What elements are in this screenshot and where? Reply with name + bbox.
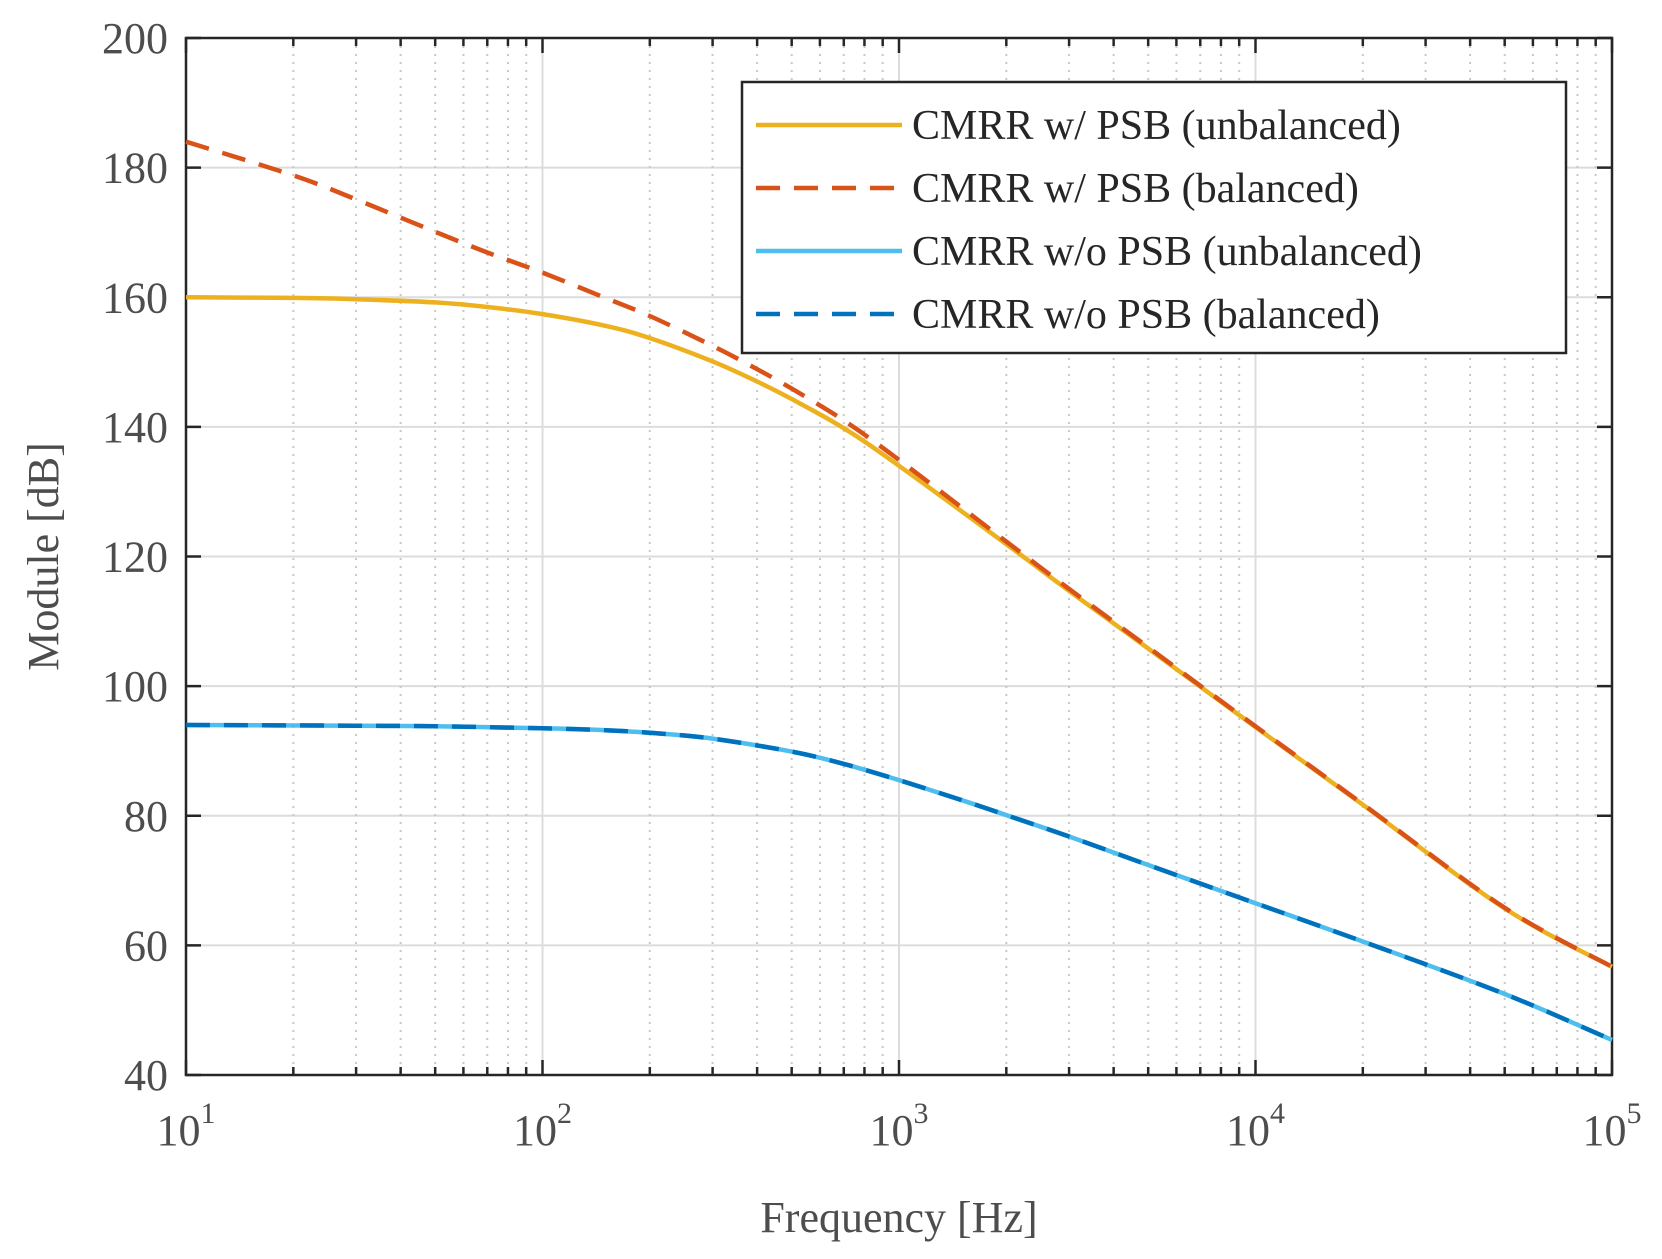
x-tick-base: 10 [157, 1106, 201, 1155]
x-tick-exponent: 5 [1627, 1097, 1642, 1130]
legend-label: CMRR w/o PSB (unbalanced) [912, 229, 1422, 275]
x-tick-label: 101 [157, 1097, 216, 1155]
series-line-2 [185, 139, 1614, 969]
x-tick-label: 103 [870, 1097, 929, 1155]
y-tick-label: 160 [102, 273, 168, 322]
x-tick-label: 104 [1226, 1097, 1285, 1155]
legend-item: CMRR w/o PSB (balanced) [756, 292, 1380, 338]
y-tick-label: 200 [102, 14, 168, 63]
legend-item: CMRR w/ PSB (unbalanced) [756, 103, 1401, 149]
legend: CMRR w/ PSB (unbalanced) CMRR w/ PSB (bal… [740, 80, 1568, 355]
x-axis-label: Frequency [Hz] [760, 1193, 1037, 1242]
axis-ticks [184, 36, 1614, 1077]
x-tick-base: 10 [1583, 1106, 1627, 1155]
y-tick-label: 100 [102, 662, 168, 711]
series-lines [185, 139, 1614, 1043]
y-tick-label: 180 [102, 144, 168, 193]
x-tick-label: 105 [1583, 1097, 1642, 1155]
x-tick-exponent: 1 [201, 1097, 216, 1130]
legend-item: CMRR w/o PSB (unbalanced) [756, 229, 1422, 275]
x-tick-base: 10 [513, 1106, 557, 1155]
x-tick-base: 10 [1226, 1106, 1270, 1155]
legend-label: CMRR w/ PSB (balanced) [912, 166, 1359, 212]
legend-items: CMRR w/ PSB (unbalanced) CMRR w/ PSB (bal… [756, 103, 1422, 338]
legend-label: CMRR w/ PSB (unbalanced) [912, 103, 1401, 149]
x-tick-exponent: 4 [1270, 1097, 1285, 1130]
y-axis-label: Module [dB] [19, 442, 68, 671]
y-tick-labels: 40 60 80 100 120 140 160 180 200 [102, 14, 168, 1100]
y-tick-label: 140 [102, 403, 168, 452]
x-tick-label: 102 [513, 1097, 572, 1155]
x-tick-exponent: 2 [557, 1097, 572, 1130]
x-tick-exponent: 3 [914, 1097, 929, 1130]
series-line-4 [185, 722, 1613, 1043]
legend-label: CMRR w/o PSB (balanced) [912, 292, 1380, 338]
legend-item: CMRR w/ PSB (balanced) [756, 166, 1359, 212]
x-tick-base: 10 [870, 1106, 914, 1155]
y-tick-label: 40 [124, 1051, 168, 1100]
y-tick-label: 60 [124, 921, 168, 970]
y-tick-label: 120 [102, 533, 168, 582]
y-tick-label: 80 [124, 792, 168, 841]
x-tick-labels: 101 102 103 104 105 [157, 1097, 1642, 1155]
